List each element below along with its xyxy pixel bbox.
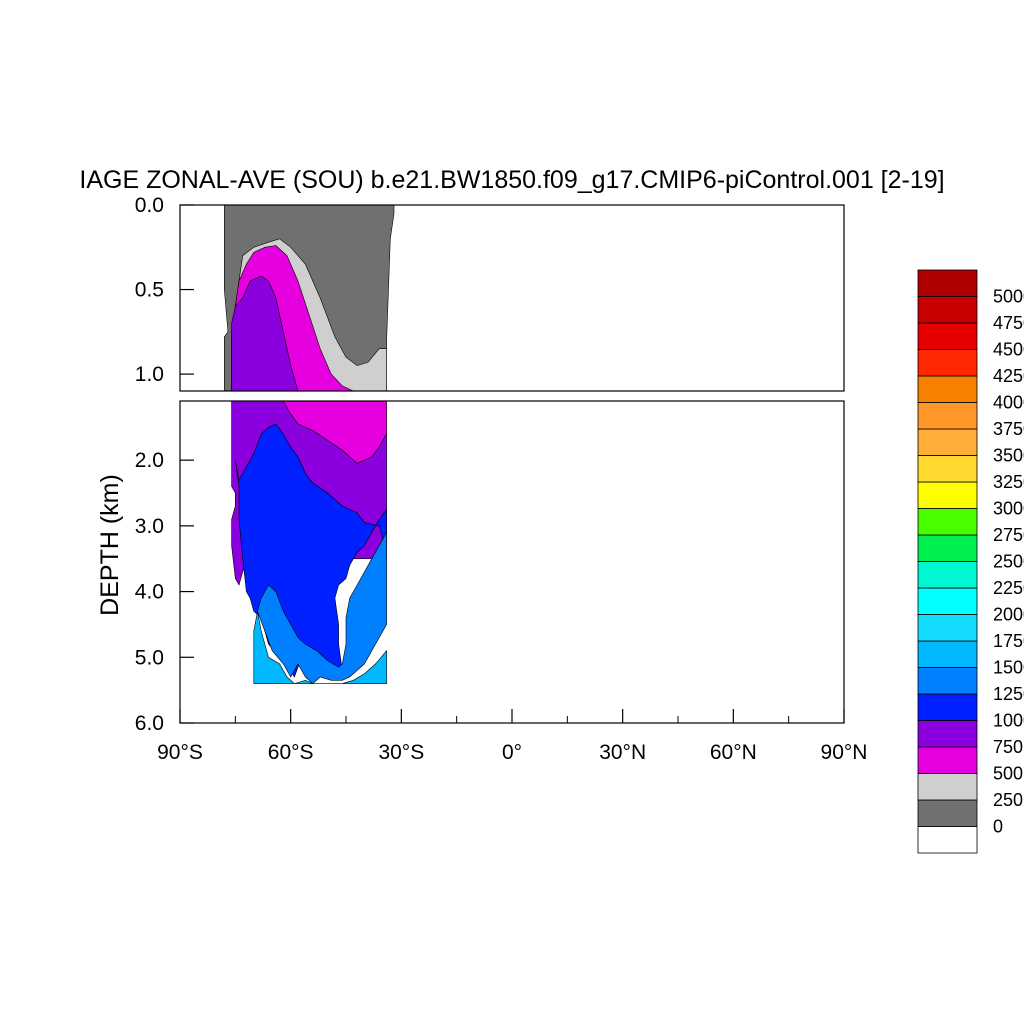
colorbar-swatch [917, 614, 978, 642]
colorbar-label: 1750 [993, 631, 1024, 651]
axes: 90°S 60°S 30°S 0° 30°N 60°N 90°N 0.0 0.5 1.0 2.0 3.… [135, 194, 868, 764]
colorbar-label: 4000 [993, 393, 1024, 413]
colorbar-swatch [917, 667, 978, 695]
x-tick-label: 0° [502, 741, 522, 764]
x-tick-label: 60°N [710, 741, 757, 764]
y-tick-label: 6.0 [135, 712, 164, 735]
chart-title: IAGE ZONAL-AVE (SOU) b.e21.BW1850.f09_g1… [79, 166, 944, 194]
colorbar-swatch [917, 481, 978, 509]
y-tick-label: 0.5 [135, 279, 164, 302]
colorbar-label: 2000 [993, 605, 1024, 625]
x-tick-label: 60°S [268, 741, 314, 764]
lower-band-1500-4 [253, 611, 387, 684]
colorbar-label: 1250 [993, 684, 1024, 704]
colorbar-label: 5000 [993, 287, 1024, 307]
colorbar-label: 2500 [993, 552, 1024, 572]
colorbar-label: 0 [993, 817, 1003, 837]
colorbar-swatch [917, 455, 978, 483]
colorbar-label: 250 [993, 790, 1023, 810]
colorbar-label: 3250 [993, 472, 1024, 492]
colorbar-swatch [917, 269, 978, 297]
colorbar-swatch [917, 799, 978, 827]
colorbar-label: 4500 [993, 340, 1024, 360]
colorbar-swatch [917, 746, 978, 774]
colorbar-label: 1500 [993, 658, 1024, 678]
colorbar-swatch [917, 402, 978, 430]
colorbar-label: 750 [993, 737, 1023, 757]
colorbar-swatch [917, 296, 978, 324]
colorbar-swatch [917, 720, 978, 748]
colorbar-swatch [917, 587, 978, 615]
colorbar-swatch [917, 349, 978, 377]
colorbar-label: 3750 [993, 419, 1024, 439]
colorbar-label: 4750 [993, 313, 1024, 333]
colorbar-swatch [917, 773, 978, 801]
y-tick-label: 3.0 [135, 515, 164, 538]
colorbar: 0 250 500 750 1000 1250 1500 1750 2000 2250 2500 27… [917, 269, 1024, 854]
y-tick-label: 2.0 [135, 449, 164, 472]
y-tick-label: 4.0 [135, 581, 164, 604]
x-tick-label: 30°S [378, 741, 424, 764]
y-tick-label: 1.0 [135, 363, 164, 386]
colorbar-label: 2250 [993, 578, 1024, 598]
lower-band-1250-3 [257, 531, 387, 685]
colorbar-label: 500 [993, 764, 1023, 784]
colorbar-label: 3000 [993, 499, 1024, 519]
colorbar-swatch [917, 428, 978, 456]
colorbar-swatch [917, 322, 978, 350]
colorbar-swatch [917, 561, 978, 589]
x-tick-label: 90°N [821, 741, 868, 764]
colorbar-label: 4250 [993, 366, 1024, 386]
y-axis-label: DEPTH (km) [96, 474, 124, 616]
colorbar-label: 3500 [993, 446, 1024, 466]
colorbar-swatch [917, 508, 978, 536]
colorbar-swatch [917, 640, 978, 668]
upper-band-750-3 [231, 275, 299, 391]
upper-panel-frame [179, 204, 845, 392]
colorbar-swatch [917, 826, 978, 854]
colorbar-swatch [917, 693, 978, 721]
y-tick-label: 5.0 [135, 646, 164, 669]
colorbar-label: 1000 [993, 711, 1024, 731]
colorbar-swatch [917, 534, 978, 562]
colorbar-label: 2750 [993, 525, 1024, 545]
y-tick-label: 0.0 [135, 194, 164, 217]
x-tick-label: 90°S [157, 741, 203, 764]
colorbar-swatch [917, 375, 978, 403]
lower-panel-contours [231, 401, 387, 685]
upper-panel-contours [224, 205, 395, 391]
x-tick-label: 30°N [599, 741, 646, 764]
